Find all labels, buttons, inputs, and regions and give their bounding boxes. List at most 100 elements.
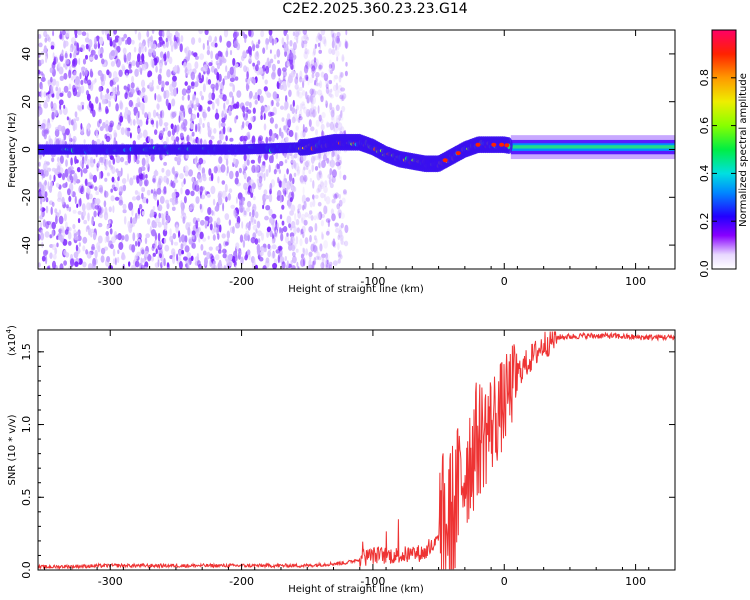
noise-speckle	[235, 222, 240, 229]
noise-speckle	[241, 105, 246, 113]
noise-speckle	[227, 70, 230, 80]
noise-speckle	[247, 134, 251, 140]
noise-speckle	[216, 71, 220, 81]
noise-speckle	[306, 36, 309, 41]
noise-speckle	[251, 40, 254, 46]
noise-speckle	[136, 97, 140, 104]
noise-speckle	[90, 232, 93, 238]
noise-speckle	[326, 122, 331, 128]
noise-speckle	[156, 94, 161, 103]
noise-speckle	[226, 194, 232, 201]
noise-speckle	[202, 123, 205, 128]
noise-speckle	[200, 244, 204, 251]
noise-speckle	[174, 64, 178, 73]
noise-speckle	[312, 261, 315, 269]
noise-speckle	[283, 106, 288, 111]
noise-speckle	[124, 234, 129, 242]
noise-speckle	[163, 186, 167, 192]
noise-speckle	[318, 64, 323, 70]
noise-speckle	[40, 59, 45, 65]
noise-speckle	[206, 193, 211, 198]
noise-speckle	[325, 77, 329, 83]
noise-speckle	[321, 233, 324, 240]
noise-speckle	[127, 155, 131, 164]
noise-speckle	[184, 170, 189, 177]
noise-speckle	[220, 164, 226, 173]
noise-speckle	[341, 197, 346, 204]
noise-speckle	[331, 240, 337, 247]
noise-speckle	[151, 79, 154, 86]
noise-speckle	[137, 134, 141, 141]
noise-speckle	[320, 160, 326, 169]
noise-speckle	[287, 118, 292, 126]
noise-speckle	[331, 198, 336, 204]
noise-speckle	[227, 254, 233, 261]
noise-speckle	[282, 226, 288, 233]
noise-speckle	[79, 160, 84, 167]
noise-speckle	[172, 255, 176, 264]
noise-speckle	[176, 125, 179, 135]
noise-speckle	[220, 122, 226, 128]
noise-speckle	[318, 114, 322, 122]
noise-speckle	[111, 176, 115, 183]
noise-speckle	[118, 69, 123, 78]
noise-speckle	[300, 228, 304, 235]
noise-speckle	[277, 60, 280, 64]
noise-speckle	[303, 166, 306, 171]
spectrogram-x-axis-label: Height of straight line (km)	[288, 284, 424, 295]
x-tick-label: -300	[98, 575, 123, 588]
noise-speckle	[76, 167, 81, 173]
noise-speckle	[146, 189, 151, 196]
noise-speckle	[281, 37, 285, 46]
noise-speckle	[339, 94, 344, 100]
noise-speckle	[104, 236, 107, 244]
noise-speckle	[64, 168, 69, 178]
noise-speckle	[68, 206, 72, 212]
noise-speckle	[295, 162, 300, 172]
noise-speckle	[208, 139, 213, 145]
noise-speckle	[297, 203, 302, 210]
noise-speckle	[90, 49, 96, 56]
noise-speckle	[97, 245, 101, 253]
noise-speckle	[331, 169, 337, 178]
noise-speckle	[295, 218, 300, 226]
noise-speckle	[141, 157, 146, 167]
noise-speckle	[144, 250, 149, 257]
noise-speckle	[110, 61, 115, 67]
snr-marks	[38, 331, 675, 570]
noise-speckle	[307, 111, 311, 117]
noise-speckle	[95, 133, 99, 139]
noise-speckle	[309, 77, 314, 84]
noise-speckle	[333, 193, 338, 200]
noise-speckle	[303, 170, 306, 177]
noise-speckle	[210, 135, 215, 140]
noise-speckle	[330, 208, 334, 215]
noise-speckle	[252, 196, 256, 201]
noise-speckle	[104, 206, 108, 216]
noise-speckle	[323, 205, 328, 215]
noise-speckle	[311, 109, 317, 118]
noise-speckle	[84, 178, 88, 187]
noise-speckle	[41, 123, 46, 129]
noise-speckle	[219, 133, 224, 141]
noise-speckle	[302, 129, 306, 138]
noise-speckle	[320, 213, 325, 219]
noise-speckle	[221, 190, 227, 199]
noise-speckle	[144, 112, 148, 119]
noise-speckle	[133, 106, 138, 114]
noise-speckle	[240, 31, 245, 36]
noise-speckle	[194, 55, 199, 60]
noise-speckle	[297, 166, 301, 174]
noise-speckle	[97, 161, 101, 168]
noise-speckle	[152, 109, 157, 118]
noise-speckle	[72, 209, 77, 214]
noise-speckle	[38, 109, 41, 117]
noise-speckle	[281, 220, 285, 226]
noise-speckle	[319, 243, 323, 252]
noise-speckle	[122, 184, 127, 192]
noise-speckle	[319, 80, 323, 89]
noise-speckle	[340, 222, 344, 229]
noise-speckle	[202, 83, 206, 93]
noise-speckle	[159, 253, 162, 258]
noise-speckle	[73, 57, 78, 66]
